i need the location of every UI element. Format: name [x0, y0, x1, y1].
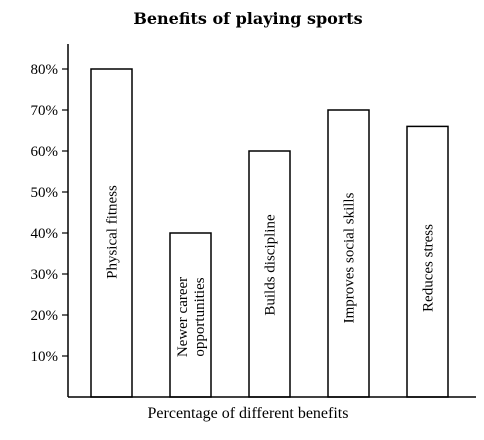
y-tick-label: 20%: [31, 308, 59, 324]
chart-title: Benefits of playing sports: [133, 9, 362, 28]
y-axis: 10% 20% 30% 40% 50% 60% 70% 80%: [31, 44, 69, 397]
bar-label-line: Newer career: [175, 277, 191, 357]
bars: [90, 68, 449, 398]
y-tick-label: 40%: [31, 226, 59, 242]
y-tick-label: 80%: [31, 62, 59, 78]
bar-label-line: Reduces stress: [421, 224, 437, 312]
bar-label-line: Improves social skills: [342, 192, 358, 323]
y-tick-label: 50%: [31, 185, 59, 201]
bar-label: Improves social skills: [342, 192, 358, 323]
bar-label: Builds discipline: [263, 214, 279, 316]
bar-labels: Physical fitness Newer careeropportunitie…: [105, 185, 437, 357]
bar-label: Reduces stress: [421, 224, 437, 312]
bar-label-line: Physical fitness: [105, 185, 121, 279]
bar-label: Newer careeropportunities: [175, 277, 208, 357]
bar-label-line: Builds discipline: [263, 214, 279, 316]
y-tick-label: 60%: [31, 144, 59, 160]
y-tick-label: 10%: [31, 349, 59, 365]
bar-label-line: opportunities: [192, 277, 208, 356]
y-tick-label: 70%: [31, 103, 59, 119]
x-axis-label: Percentage of different benefits: [148, 405, 349, 422]
y-tick-label: 30%: [31, 267, 59, 283]
bar-label: Physical fitness: [105, 185, 121, 279]
bar: [90, 68, 133, 398]
